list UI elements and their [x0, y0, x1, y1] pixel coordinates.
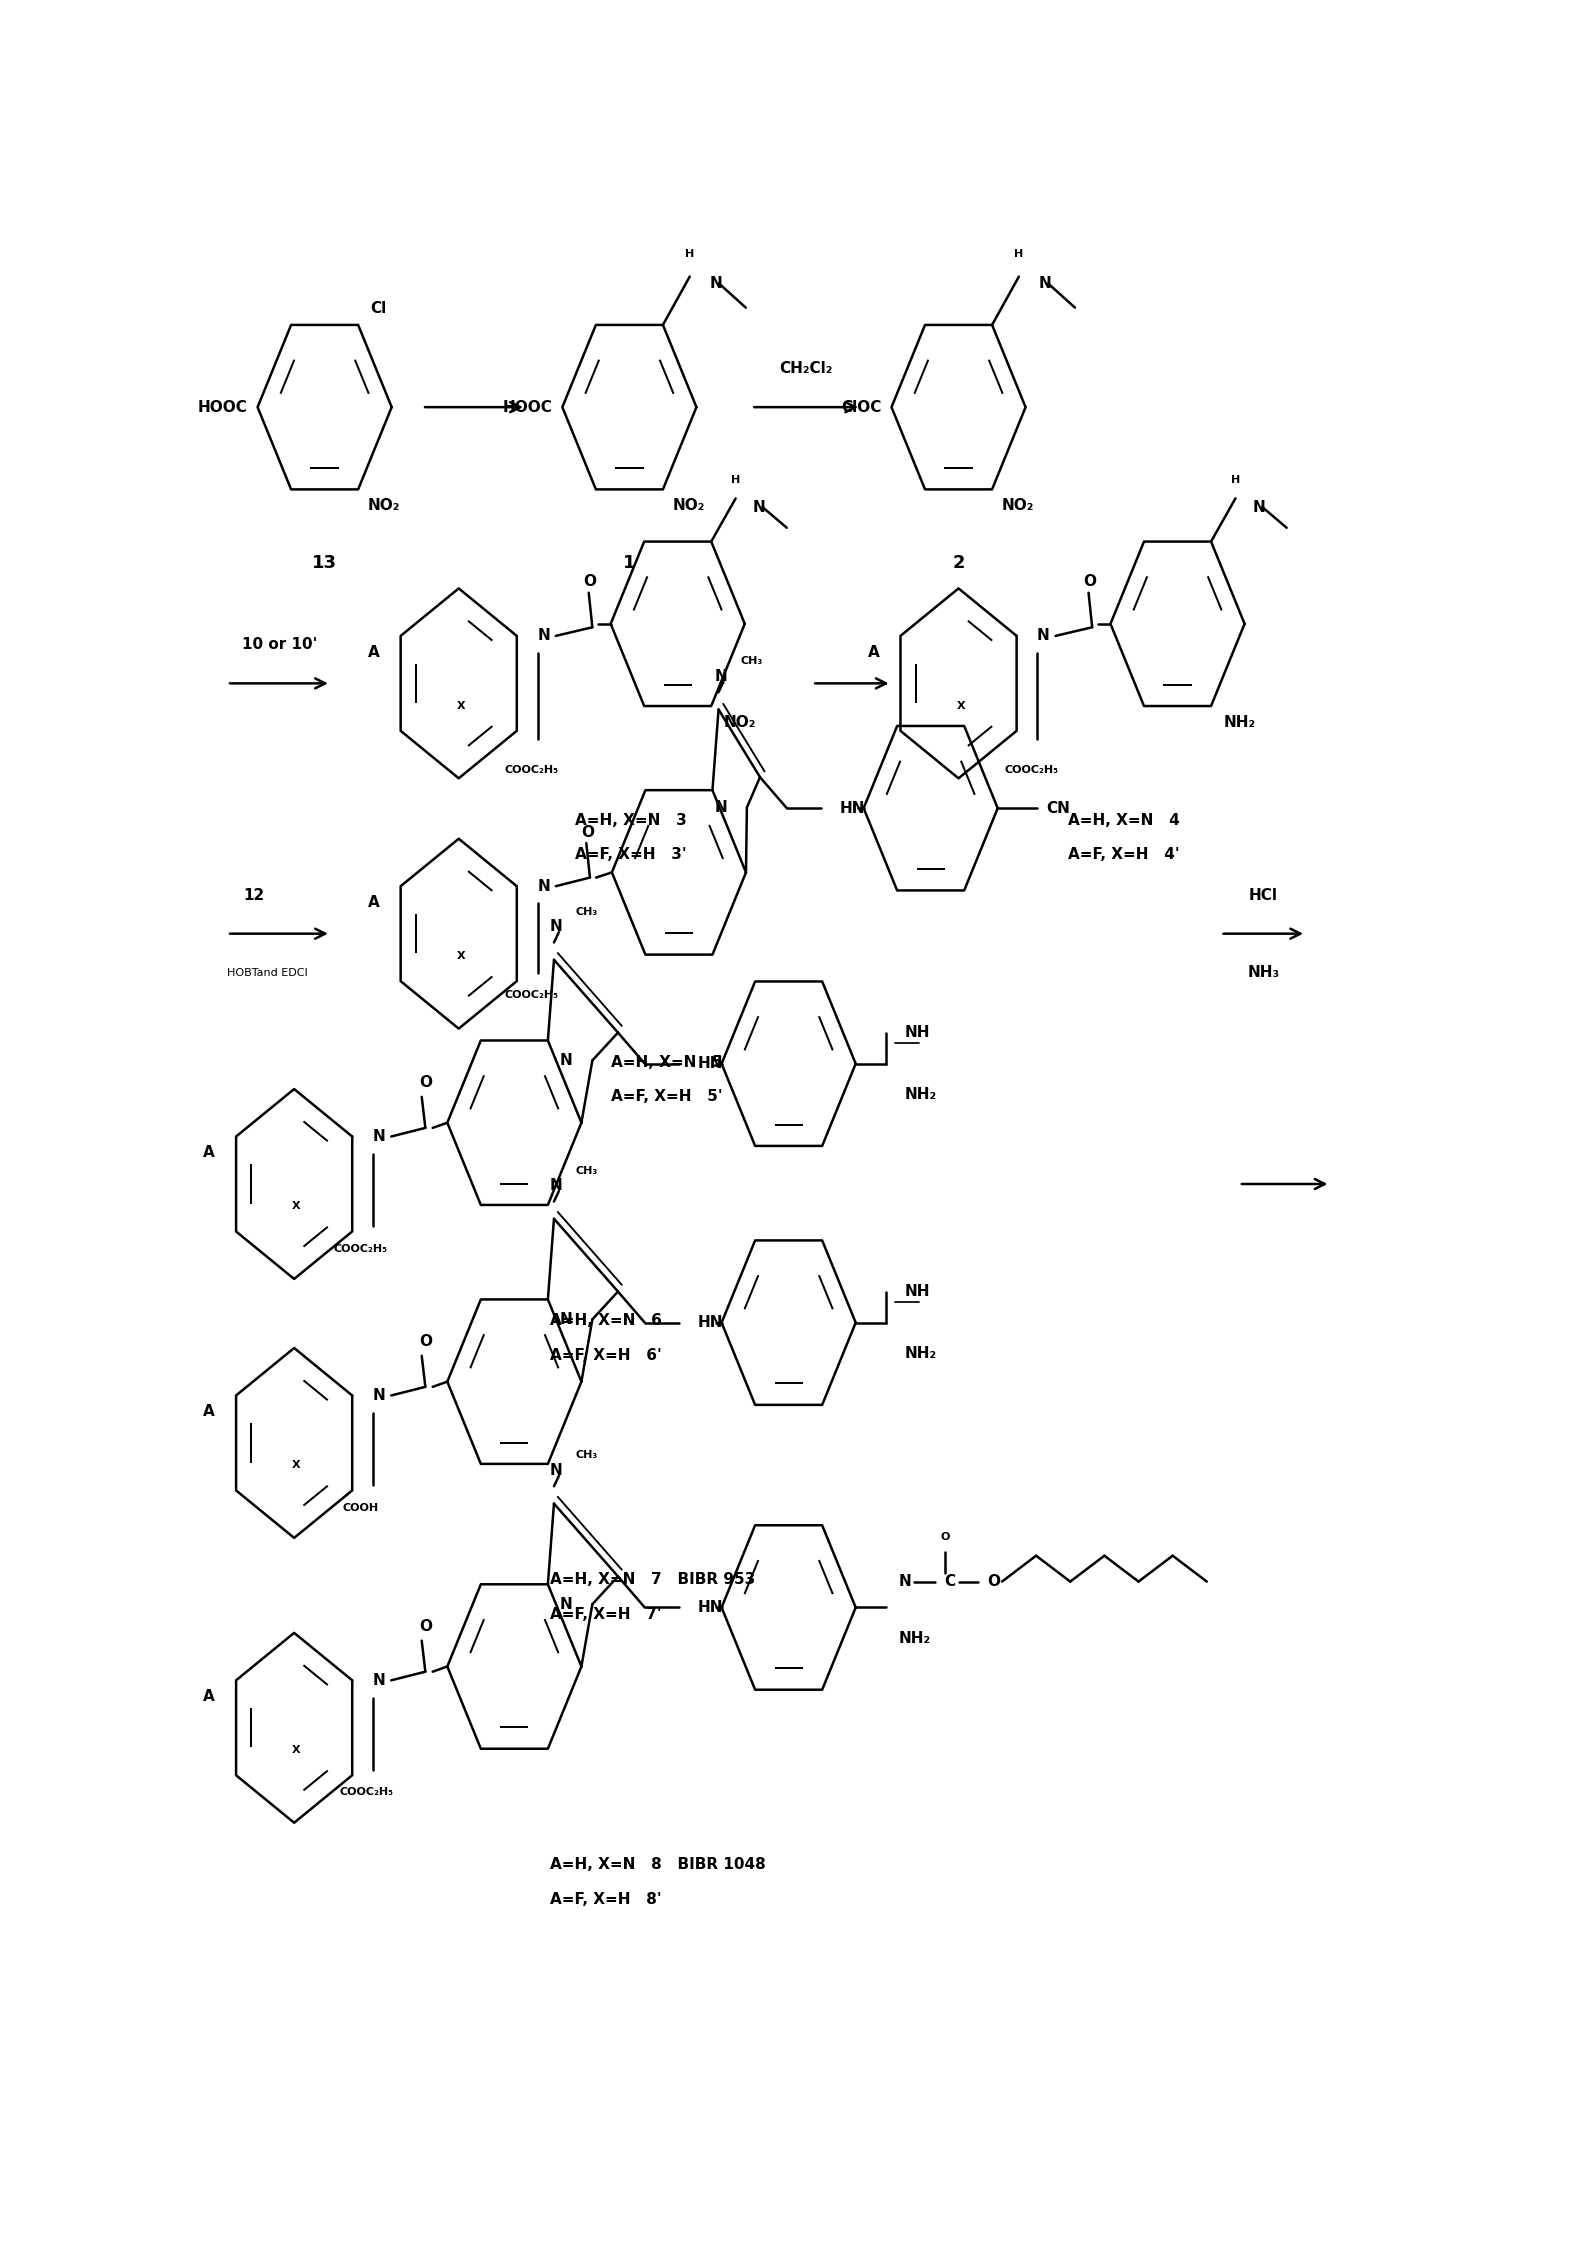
Text: COOC₂H₅: COOC₂H₅ — [505, 765, 558, 776]
Text: NH₂: NH₂ — [898, 1632, 931, 1646]
Text: N: N — [538, 879, 551, 895]
Text: A=H, X=N   5: A=H, X=N 5 — [610, 1054, 724, 1069]
Text: N: N — [551, 1462, 563, 1477]
Text: A=F, X=H   8': A=F, X=H 8' — [551, 1892, 662, 1906]
Text: C: C — [945, 1574, 956, 1590]
Text: NO₂: NO₂ — [368, 498, 400, 513]
Text: N: N — [373, 1673, 385, 1688]
Text: NH₂: NH₂ — [1224, 715, 1255, 729]
Text: O: O — [580, 825, 595, 839]
Text: N: N — [714, 800, 727, 816]
Text: N: N — [373, 1388, 385, 1403]
Text: X: X — [293, 1202, 300, 1211]
Text: A: A — [203, 1403, 216, 1419]
Text: COOC₂H₅: COOC₂H₅ — [505, 989, 558, 1000]
Text: N: N — [551, 919, 563, 935]
Text: 1: 1 — [623, 554, 635, 572]
Text: X: X — [956, 700, 966, 711]
Text: 2: 2 — [952, 554, 964, 572]
Text: O: O — [1084, 574, 1096, 590]
Text: CH₃: CH₃ — [576, 906, 598, 917]
Text: A=F, X=H   6': A=F, X=H 6' — [551, 1347, 662, 1363]
Text: CN: CN — [1046, 800, 1070, 816]
Text: N: N — [373, 1130, 385, 1143]
Text: H: H — [686, 249, 694, 260]
Text: COOH: COOH — [343, 1502, 379, 1513]
Text: COOC₂H₅: COOC₂H₅ — [333, 1244, 389, 1253]
Text: O: O — [941, 1531, 950, 1542]
Text: N: N — [1038, 276, 1051, 291]
Text: 13: 13 — [311, 554, 337, 572]
Text: X: X — [293, 1744, 300, 1755]
Text: NH₃: NH₃ — [1247, 964, 1279, 980]
Text: A=H, X=N   7   BIBR 953: A=H, X=N 7 BIBR 953 — [551, 1572, 755, 1587]
Text: N: N — [1252, 500, 1265, 516]
Text: X: X — [456, 700, 466, 711]
Text: HN: HN — [697, 1056, 722, 1072]
Text: 12: 12 — [242, 888, 264, 904]
Text: N: N — [560, 1054, 573, 1067]
Text: O: O — [584, 574, 596, 590]
Text: N: N — [898, 1574, 911, 1590]
Text: CH₂Cl₂: CH₂Cl₂ — [780, 361, 832, 377]
Text: N: N — [714, 668, 727, 684]
Text: A: A — [868, 646, 879, 659]
Text: X: X — [293, 1460, 300, 1471]
Text: N: N — [560, 1312, 573, 1327]
Text: NO₂: NO₂ — [724, 715, 755, 729]
Text: NH₂: NH₂ — [904, 1087, 936, 1103]
Text: H: H — [731, 475, 741, 484]
Text: NH: NH — [904, 1025, 930, 1040]
Text: NO₂: NO₂ — [673, 498, 705, 513]
Text: COOC₂H₅: COOC₂H₅ — [1004, 765, 1059, 776]
Text: A=F, X=H   7': A=F, X=H 7' — [551, 1608, 662, 1621]
Text: NO₂: NO₂ — [1002, 498, 1033, 513]
Text: CH₃: CH₃ — [741, 657, 763, 666]
Text: HOOC: HOOC — [503, 399, 552, 415]
Text: A=F, X=H   4': A=F, X=H 4' — [1068, 847, 1180, 863]
Text: A=H, X=N   4: A=H, X=N 4 — [1068, 814, 1180, 827]
Text: N: N — [753, 500, 766, 516]
Text: H: H — [1015, 249, 1024, 260]
Text: Cl: Cl — [370, 300, 387, 316]
Text: A: A — [368, 895, 379, 910]
Text: N: N — [1037, 628, 1049, 643]
Text: A=H, X=N   3: A=H, X=N 3 — [574, 814, 686, 827]
Text: NH₂: NH₂ — [904, 1345, 936, 1361]
Text: A=H, X=N   6: A=H, X=N 6 — [551, 1314, 662, 1330]
Text: A: A — [203, 1146, 216, 1161]
Text: A=F, X=H   3': A=F, X=H 3' — [574, 847, 686, 863]
Text: N: N — [709, 276, 722, 291]
Text: HOOC: HOOC — [198, 399, 249, 415]
Text: A=H, X=N   8   BIBR 1048: A=H, X=N 8 BIBR 1048 — [551, 1856, 766, 1872]
Text: A=F, X=H   5': A=F, X=H 5' — [610, 1090, 722, 1103]
Text: O: O — [418, 1334, 433, 1350]
Text: COOC₂H₅: COOC₂H₅ — [340, 1787, 393, 1798]
Text: ClOC: ClOC — [842, 399, 882, 415]
Text: X: X — [456, 951, 466, 962]
Text: N: N — [538, 628, 551, 643]
Text: HCl: HCl — [1249, 888, 1277, 904]
Text: N: N — [560, 1596, 573, 1612]
Text: NH: NH — [904, 1285, 930, 1298]
Text: CH₃: CH₃ — [576, 1166, 598, 1175]
Text: A: A — [203, 1688, 216, 1704]
Text: H: H — [1230, 475, 1240, 484]
Text: O: O — [418, 1074, 433, 1090]
Text: HN: HN — [840, 800, 865, 816]
Text: 10 or 10': 10 or 10' — [242, 637, 318, 652]
Text: N: N — [551, 1177, 563, 1193]
Text: HN: HN — [697, 1316, 722, 1330]
Text: A: A — [368, 646, 379, 659]
Text: O: O — [418, 1619, 433, 1634]
Text: O: O — [988, 1574, 1000, 1590]
Text: HN: HN — [697, 1601, 722, 1614]
Text: HOBTand EDCI: HOBTand EDCI — [227, 969, 308, 978]
Text: CH₃: CH₃ — [576, 1451, 598, 1460]
